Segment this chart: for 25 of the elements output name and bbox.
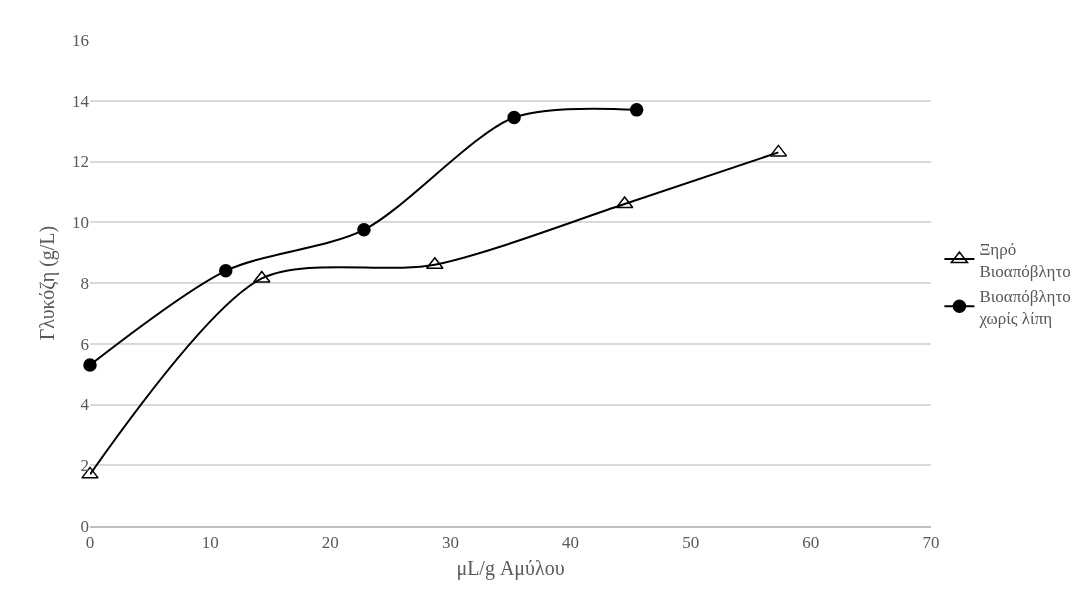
y-tick-label: 0 [80, 516, 89, 536]
y-tick-label: 10 [72, 213, 89, 233]
x-tick-label: 50 [682, 533, 700, 553]
y-tick-label: 16 [72, 30, 89, 50]
point [219, 264, 233, 278]
x-tick-label: 70 [922, 533, 940, 553]
y-tick-label: 12 [72, 152, 89, 172]
y-tick-label: 6 [80, 334, 89, 354]
x-tick-label: 10 [201, 533, 219, 553]
x-tick-label: 60 [802, 533, 820, 553]
point [357, 223, 371, 237]
legend-label: Ξηρό Βιοαπόβλητο [979, 239, 1071, 281]
y-tick-label: 2 [80, 456, 89, 476]
point [629, 103, 644, 117]
point [507, 110, 521, 125]
x-axis-title: μL/g Αμύλου [456, 557, 565, 581]
x-tick-label: 20 [321, 533, 339, 553]
legend-label: Βιοαπόβλητο χωρίς λίπη [978, 286, 1071, 328]
y-tick-label: 4 [80, 395, 90, 415]
y-tick-label: 8 [80, 273, 89, 293]
x-tick-label: 40 [562, 533, 580, 553]
point [83, 358, 97, 372]
y-tick-label: 14 [72, 91, 90, 111]
y-axis-title: Γλυκόζη (g/L) [35, 225, 59, 341]
x-tick-label: 30 [441, 533, 459, 553]
